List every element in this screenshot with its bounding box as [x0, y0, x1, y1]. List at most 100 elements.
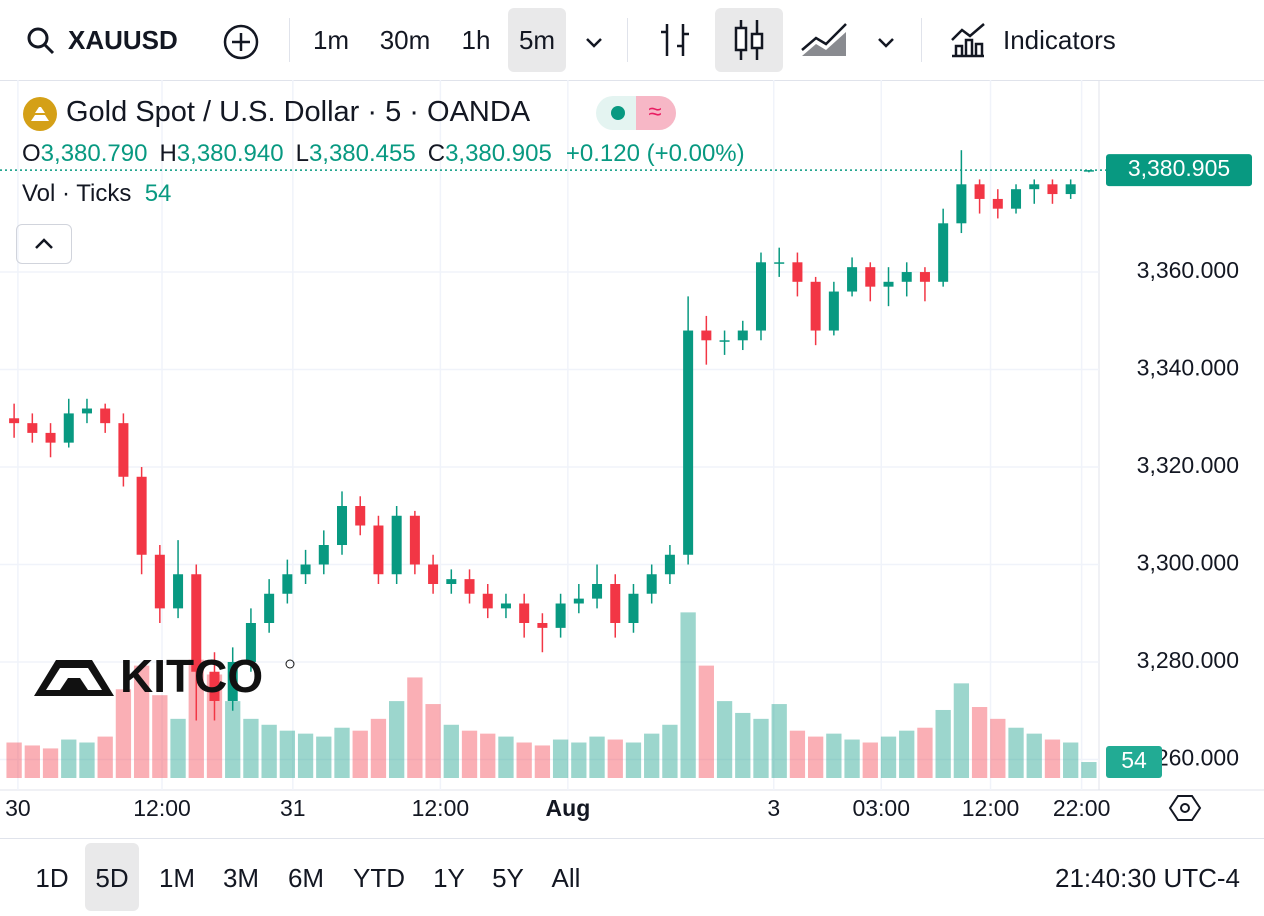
volume-bar	[1044, 739, 1061, 778]
volume-label: Vol · Ticks	[22, 180, 132, 207]
volume-bar	[917, 727, 933, 778]
ohlc-key: H	[159, 140, 177, 167]
volume-bar	[389, 701, 405, 778]
volume-value: 54	[144, 180, 172, 207]
volume-bar	[753, 718, 769, 778]
volume-bar	[826, 733, 842, 778]
search-icon[interactable]	[26, 26, 56, 56]
candle-body	[901, 272, 912, 282]
volume-bar	[844, 739, 860, 778]
volume-legend: Vol · Ticks 54	[22, 180, 171, 208]
bars-style[interactable]	[655, 20, 695, 60]
range-button[interactable]: 1M	[158, 863, 196, 893]
settings-icon[interactable]	[1168, 795, 1202, 821]
separator	[289, 18, 290, 62]
candle-body	[245, 622, 256, 662]
volume-bar	[79, 742, 95, 778]
interval-button[interactable]: 1m	[312, 25, 350, 55]
range-button[interactable]: 5D	[85, 843, 139, 911]
volume-bar	[716, 701, 733, 778]
range-button[interactable]: 1D	[35, 863, 69, 893]
range-button[interactable]: 5Y	[492, 863, 524, 893]
last-price-label: 3,380.905	[1128, 155, 1230, 181]
x-tick-label: Aug	[546, 795, 591, 821]
volume-bar	[662, 724, 678, 778]
candle-body	[100, 408, 111, 424]
range-button[interactable]: 3M	[222, 863, 260, 893]
bottom-bar: 1D 5D 1M 3M 6M YTD 1Y 5Y All 21:40:30 UTC-4	[0, 838, 1264, 916]
volume-bar	[42, 748, 59, 778]
volume-bar	[552, 739, 569, 778]
volume-bar	[297, 733, 314, 778]
candle-body	[154, 554, 165, 609]
last-volume-badge	[1106, 746, 1162, 779]
range-button[interactable]: 6M	[287, 863, 325, 893]
interval-button[interactable]: 1h	[461, 25, 491, 55]
range-button[interactable]: All	[551, 863, 581, 893]
logo: KITCO	[34, 650, 295, 702]
candle-body	[482, 593, 493, 609]
ohlc-key: L	[295, 140, 309, 167]
candle-body	[173, 574, 184, 609]
last-price-badge	[1106, 154, 1252, 187]
volume-bar	[1008, 727, 1024, 778]
volume-bar	[225, 701, 241, 778]
candle-body	[865, 267, 876, 287]
x-tick-label: 03:00	[852, 795, 910, 821]
candle-body	[500, 603, 511, 609]
symbol[interactable]: XAUUSD	[68, 25, 178, 55]
candle-body	[136, 476, 147, 555]
volume-bar	[498, 736, 514, 778]
ohlc-key: C	[427, 140, 446, 167]
volume-bar	[115, 689, 132, 778]
legend-title: Gold Spot / U.S. Dollar · 5 · OANDA	[66, 96, 531, 128]
volume-bar	[862, 742, 878, 778]
candle-body	[883, 281, 894, 287]
candle-body	[755, 262, 767, 331]
volume-bar	[133, 665, 150, 778]
candle-body	[9, 418, 20, 424]
volume-bar	[1081, 762, 1097, 778]
candle-body	[847, 267, 858, 292]
interval-button[interactable]: 30m	[379, 25, 431, 55]
candle-body	[191, 574, 202, 672]
interval-button[interactable]: 5m	[508, 8, 566, 72]
candle-body	[1083, 170, 1094, 172]
y-tick-label: 3,300.000	[1137, 550, 1239, 576]
candle-body	[938, 223, 949, 282]
volume-bar	[61, 739, 77, 778]
volume-bar	[935, 709, 951, 778]
last-volume-label: 54	[1121, 747, 1147, 773]
volume-bar	[443, 724, 459, 778]
interval-dropdown[interactable]	[580, 28, 608, 56]
x-tick-label: 3	[767, 795, 780, 821]
candle-body	[209, 671, 220, 701]
style-dropdown[interactable]	[872, 28, 900, 56]
area-style[interactable]	[800, 20, 850, 60]
volume-bar	[279, 730, 296, 778]
candle-body	[592, 584, 603, 599]
ohlc-value: 3,380.940	[176, 140, 284, 167]
x-tick-label: 12:00	[962, 795, 1020, 821]
indicators-icon[interactable]	[948, 20, 988, 60]
volume-bar	[316, 736, 332, 778]
volume-bar	[807, 736, 824, 778]
range-button[interactable]: YTD	[353, 863, 405, 893]
clock: 21:40:30 UTC-4	[1055, 863, 1240, 893]
candles-style[interactable]	[715, 8, 783, 72]
candle-body	[264, 593, 275, 623]
y-tick-label: 3,360.000	[1137, 257, 1239, 283]
range-button[interactable]: 1Y	[433, 863, 465, 893]
volume-bar	[644, 733, 660, 778]
candle-body	[774, 262, 785, 264]
collapse-button[interactable]	[16, 224, 72, 264]
volume-bar	[334, 727, 350, 778]
indicators-button[interactable]: Indicators	[1003, 25, 1116, 55]
volume-bar	[735, 712, 751, 778]
volume-bar	[461, 730, 478, 778]
logo-text: KITCO	[120, 650, 263, 702]
compare-button[interactable]	[222, 23, 260, 61]
volume-bar	[953, 683, 970, 778]
candle-body	[956, 184, 967, 224]
status-pill[interactable]: ≈	[596, 96, 676, 130]
